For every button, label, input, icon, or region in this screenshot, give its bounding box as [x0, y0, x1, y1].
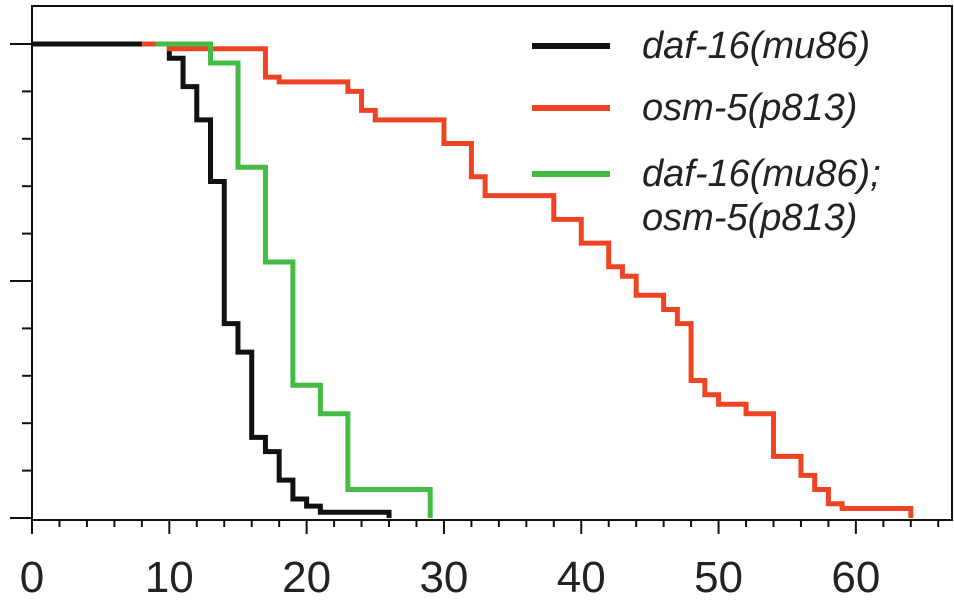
x-tick-label: 40 [557, 553, 606, 600]
x-tick-label: 10 [145, 553, 194, 600]
plot-frame [31, 5, 953, 521]
x-tick-label: 0 [20, 553, 44, 600]
legend-label-2: osm-5(p813) [642, 197, 857, 239]
x-tick-label: 20 [282, 553, 331, 600]
legend-label-2: daf-16(mu86); [642, 153, 881, 195]
legend-label-1: osm-5(p813) [642, 87, 857, 129]
x-tick-label: 50 [694, 553, 743, 600]
series-line-0 [32, 41, 392, 518]
series-lines [32, 41, 914, 518]
legend-label-0: daf-16(mu86) [642, 25, 870, 67]
x-tick-label: 60 [831, 553, 880, 600]
axes: 0 10 20 30 40 50 60 [10, 5, 953, 600]
x-tick-label: 30 [419, 553, 468, 600]
series-line-2 [155, 41, 433, 518]
legend: daf-16(mu86)osm-5(p813)daf-16(mu86);osm-… [532, 25, 881, 239]
series-line-1 [141, 41, 914, 518]
